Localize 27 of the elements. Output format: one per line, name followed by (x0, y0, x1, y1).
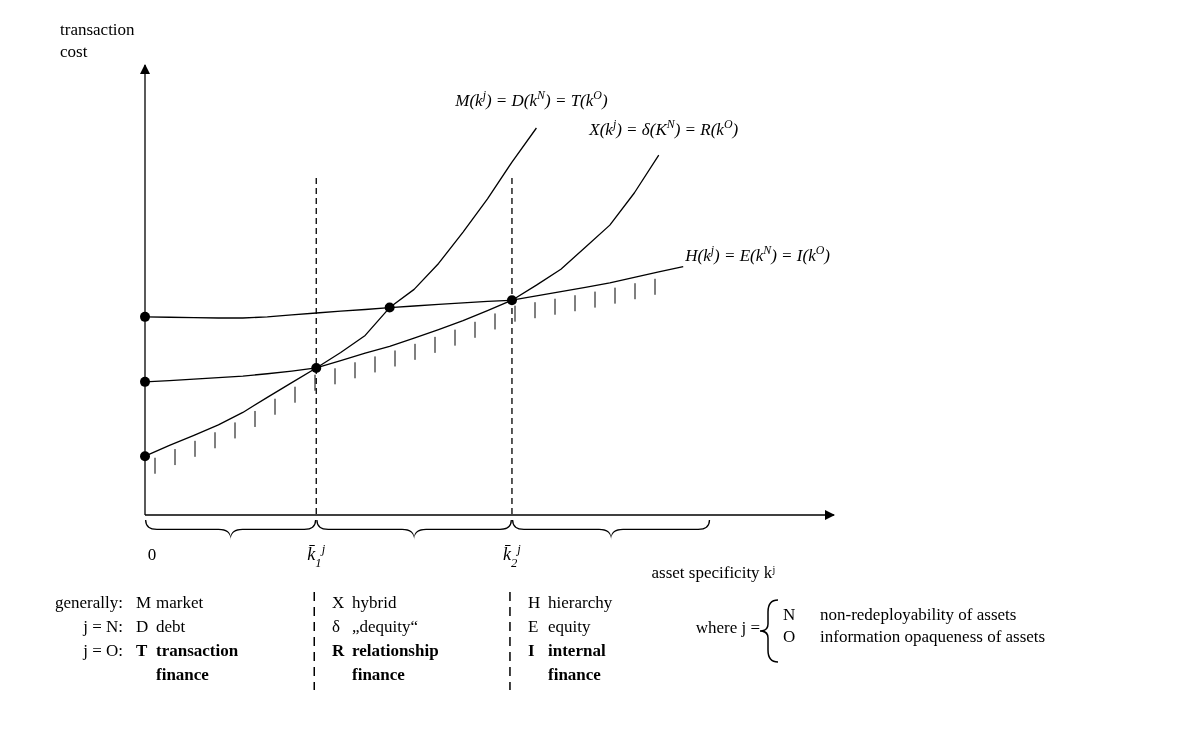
point (506, 295, 517, 306)
text: j = O: (82, 641, 123, 660)
y-axis-title: transaction cost (60, 20, 136, 61)
text: E equity (528, 617, 591, 636)
text: I internal finance (528, 641, 606, 684)
text: N non-redeployability of assets (783, 605, 1017, 624)
text: O information opaqueness of assets (783, 627, 1046, 646)
point (140, 311, 150, 322)
text: H hierarchy (528, 593, 613, 612)
series-label: M(k$^{j}$) = D(k$^{N}$) = T(k$^{O}$) (454, 88, 608, 110)
series-label: X(k$^{j}$) = δ(K$^{N}$) = R(k$^{O}$) (588, 117, 739, 140)
text: generally: (55, 593, 123, 612)
text: j = N: (82, 617, 123, 636)
text: M market (136, 593, 204, 612)
text: T transaction finance (136, 641, 239, 684)
text: R relationship finance (332, 641, 439, 684)
x-tick-label: 0 (147, 545, 157, 564)
x-axis-title: asset specificity kʲ (651, 563, 776, 582)
point (311, 362, 322, 373)
point (140, 451, 150, 462)
text: δ „dequity“ (332, 617, 419, 636)
point (384, 302, 395, 313)
point (140, 376, 150, 387)
text: X hybrid (332, 593, 397, 612)
text: where j = (695, 618, 760, 637)
series-label: H(k$^{j}$) = E(k$^{N}$) = I(k$^{O}$) (684, 242, 831, 265)
text: D debt (136, 617, 186, 636)
